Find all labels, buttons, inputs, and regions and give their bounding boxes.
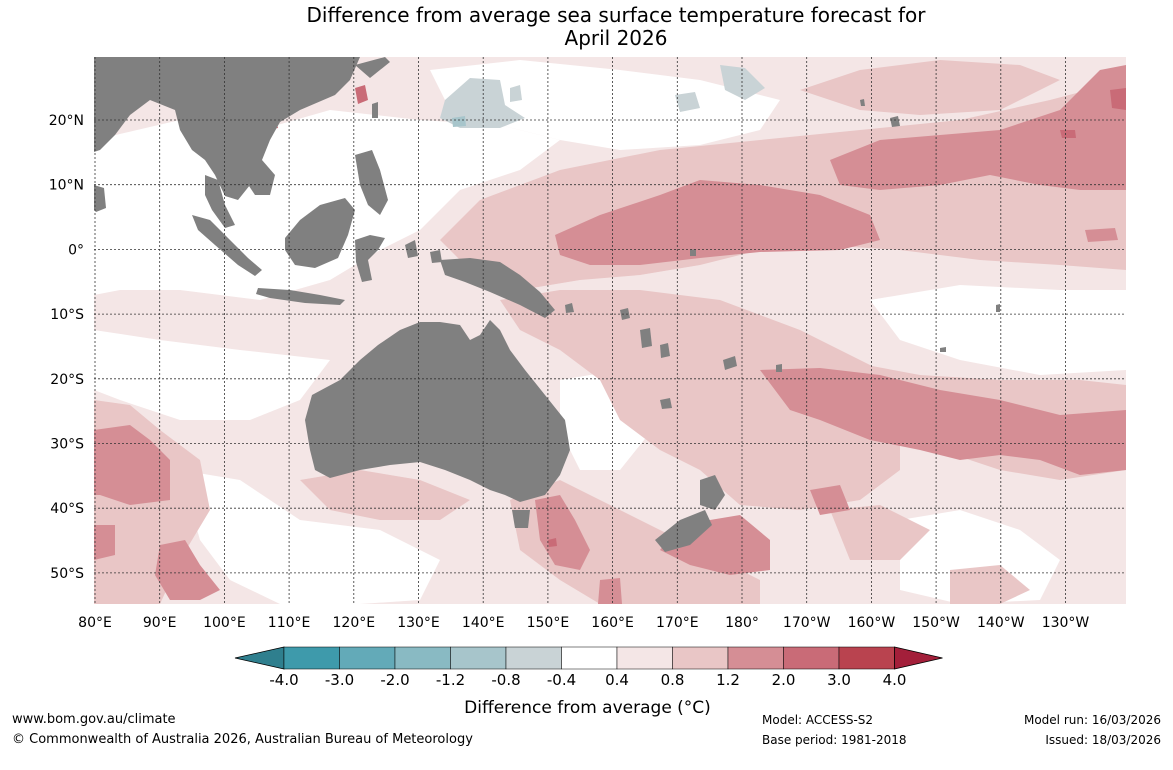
anomaly-cool-core bbox=[452, 116, 466, 127]
lon-label: 140°E bbox=[462, 615, 505, 631]
colorbar-segment bbox=[838, 646, 895, 670]
lon-label: 160°W bbox=[848, 615, 896, 631]
colorbar-tick-label: -4.0 bbox=[269, 671, 299, 689]
anomaly-1-2-regions bbox=[94, 65, 1126, 604]
lat-label: 10°N bbox=[49, 178, 84, 194]
lat-label: 50°S bbox=[50, 566, 84, 582]
latitude-labels: 20°N 10°N 0° 10°S 20°S 30°S 40°S 50°S bbox=[49, 113, 84, 582]
colorbar-segment bbox=[561, 646, 618, 670]
model-run-date: Model run: 16/03/2026 bbox=[1023, 713, 1161, 727]
colorbar-tick-label: 1.2 bbox=[716, 671, 740, 689]
lon-label: 150°E bbox=[527, 615, 570, 631]
colorbar-tick-label: 0.8 bbox=[660, 671, 685, 689]
lon-label: 170°E bbox=[656, 615, 699, 631]
colorbar-segment bbox=[339, 646, 396, 670]
graticule bbox=[94, 57, 1126, 604]
lon-label: 90°E bbox=[143, 615, 177, 631]
base-period: Base period: 1981-2018 bbox=[762, 733, 907, 747]
colorbar-segment bbox=[394, 646, 451, 670]
lat-label: 0° bbox=[68, 242, 84, 258]
lon-label: 130°W bbox=[1042, 615, 1090, 631]
colorbar-segment bbox=[505, 646, 562, 670]
website-link[interactable]: www.bom.gov.au/climate bbox=[12, 712, 176, 727]
colorbar bbox=[234, 646, 943, 670]
colorbar-tick-label: 2.0 bbox=[771, 671, 796, 689]
chart-title: Difference from average sea surface temp… bbox=[0, 4, 1173, 50]
colorbar-segment bbox=[283, 646, 340, 670]
lat-label: 30°S bbox=[50, 437, 84, 453]
colorbar-segment bbox=[727, 646, 784, 670]
lon-label: 110°E bbox=[268, 615, 311, 631]
colorbar-title: Difference from average (°C) bbox=[464, 698, 711, 718]
colorbar-under-triangle bbox=[234, 646, 285, 670]
lat-label: 20°S bbox=[50, 372, 84, 388]
colorbar-tick-label: -0.8 bbox=[491, 671, 521, 689]
colorbar-tick-label: 0.4 bbox=[605, 671, 629, 689]
colorbar-segment bbox=[616, 646, 673, 670]
lon-label: 170°W bbox=[783, 615, 831, 631]
copyright-text: © Commonwealth of Australia 2026, Austra… bbox=[12, 732, 473, 747]
land-masses bbox=[94, 57, 1000, 552]
colorbar-segment bbox=[783, 646, 840, 670]
title-line-2: April 2026 bbox=[564, 26, 668, 50]
lat-label: 40°S bbox=[50, 501, 84, 517]
lon-label: 100°E bbox=[203, 615, 246, 631]
colorbar-segment bbox=[450, 646, 507, 670]
model-name: Model: ACCESS-S2 bbox=[762, 713, 874, 727]
lon-label: 150°W bbox=[912, 615, 960, 631]
colorbar-tick-label: 4.0 bbox=[882, 671, 907, 689]
lon-label: 120°E bbox=[333, 615, 376, 631]
colorbar-tick-label: -2.0 bbox=[380, 671, 410, 689]
lon-label: 180° bbox=[725, 615, 759, 631]
colorbar-tick-label: -1.2 bbox=[435, 671, 466, 689]
lat-label: 20°N bbox=[49, 113, 84, 129]
colorbar-tick-label: -0.4 bbox=[546, 671, 577, 689]
colorbar-segment bbox=[672, 646, 729, 670]
issued-date: Issued: 18/03/2026 bbox=[1045, 733, 1161, 747]
colorbar-tick-label: 3.0 bbox=[827, 671, 851, 689]
colorbar-tick-label: -3.0 bbox=[324, 671, 355, 689]
map-area bbox=[94, 57, 1126, 604]
lon-label: 130°E bbox=[397, 615, 440, 631]
lon-label: 80°E bbox=[78, 615, 112, 631]
longitude-labels: 80°E 90°E 100°E 110°E 120°E 130°E 140°E 150°E 16… bbox=[78, 615, 1089, 631]
lon-label: 140°W bbox=[977, 615, 1025, 631]
title-line-1: Difference from average sea surface temp… bbox=[306, 3, 926, 27]
anomaly-cool-regions bbox=[385, 65, 765, 348]
lat-label: 10°S bbox=[50, 307, 84, 323]
lon-label: 160°E bbox=[591, 615, 634, 631]
colorbar-over-triangle bbox=[894, 646, 943, 670]
